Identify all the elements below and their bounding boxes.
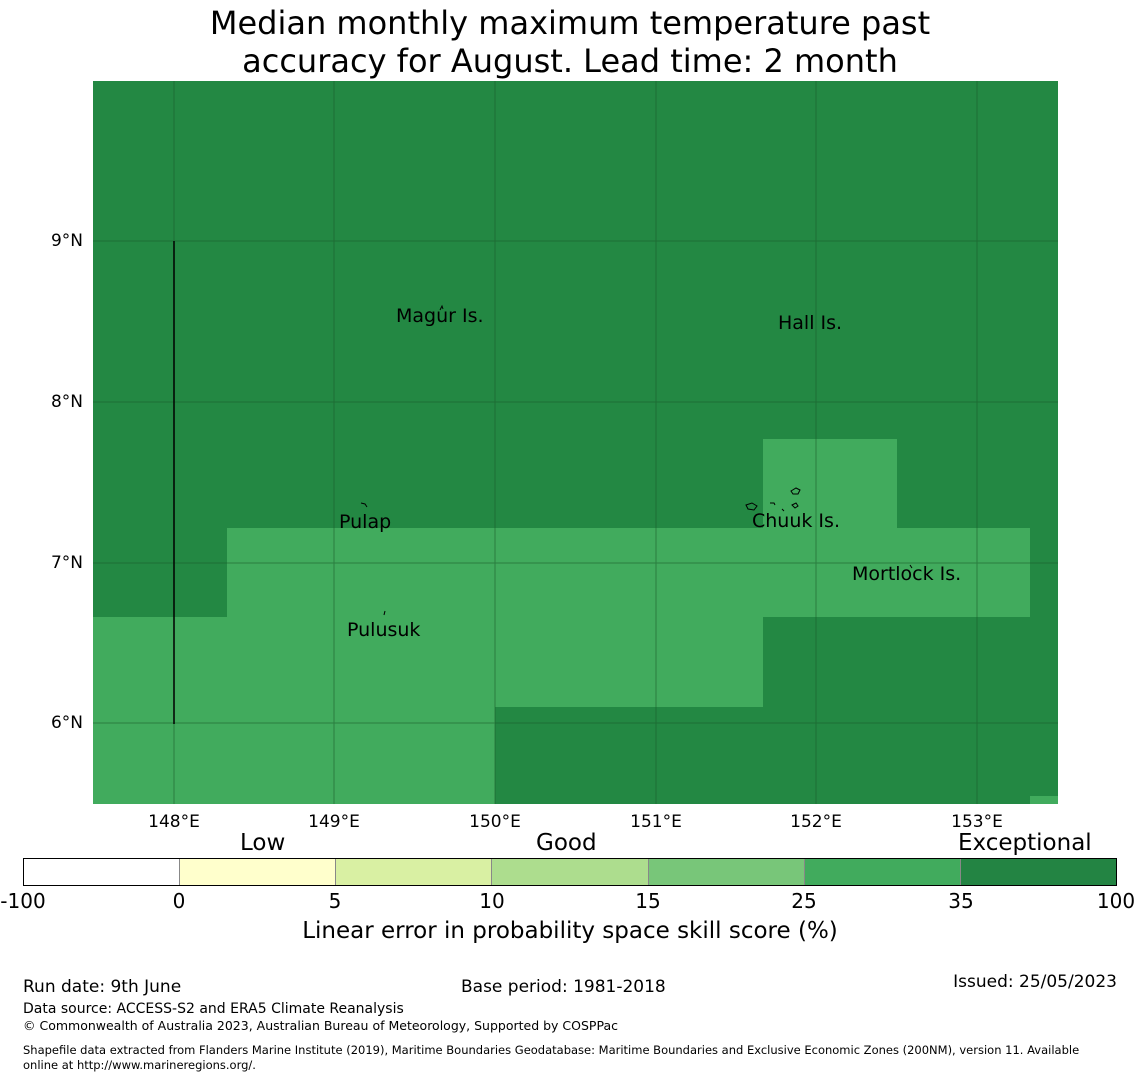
colorbar-segment-3	[336, 859, 493, 885]
lat-label-7n: 7°N	[50, 553, 83, 573]
chuuk-island-shape-4	[791, 502, 799, 509]
colorbar-tick-5: 5	[328, 889, 342, 913]
lon-label-148e: 148°E	[148, 812, 200, 832]
copyright-notice: © Commonwealth of Australia 2023, Austra…	[23, 1018, 618, 1033]
colorbar-tick-10: 10	[479, 889, 505, 913]
base-period: Base period: 1981-2018	[461, 977, 666, 997]
colorbar-segment-2	[180, 859, 337, 885]
colorbar-tick-100: 100	[1096, 889, 1136, 913]
colorbar-segment-7	[960, 859, 1116, 885]
map-title: Median monthly maximum temperature past …	[0, 4, 1140, 80]
place-label-magur: Magur Is.	[396, 305, 484, 327]
colorbar-segment-6	[804, 859, 961, 885]
lon-label-151e: 151°E	[630, 812, 682, 832]
colorbar-tick-15: 15	[635, 889, 661, 913]
mortlock-island-shape	[909, 564, 913, 569]
chuuk-island-shape-2	[790, 487, 801, 495]
lon-label-152e: 152°E	[790, 812, 842, 832]
data-source: Data source: ACCESS-S2 and ERA5 Climate …	[23, 1001, 404, 1017]
place-label-pulusuk: Pulusuk	[347, 619, 421, 641]
colorbar	[23, 858, 1117, 886]
legend-category-good: Good	[536, 830, 597, 856]
legend-category-exceptional: Exceptional	[958, 830, 1092, 856]
region-very-good-corner	[1030, 796, 1058, 804]
lat-label-9n: 9°N	[50, 231, 83, 251]
colorbar-segment-5	[648, 859, 805, 885]
colorbar-tick-35: 35	[948, 889, 974, 913]
skill-map-canvas	[93, 81, 1058, 804]
region-very-good-chuuk	[763, 439, 897, 529]
chuuk-island-shape-1	[745, 502, 758, 511]
chuuk-island-shape-3	[770, 502, 776, 506]
lon-label-153e: 153°E	[951, 812, 1003, 832]
legend-category-low: Low	[240, 830, 286, 856]
title-line-2: accuracy for August. Lead time: 2 month	[242, 42, 898, 80]
lon-label-149e: 149°E	[308, 812, 360, 832]
colorbar-tick-25: 25	[791, 889, 817, 913]
place-label-mortlock: Mortlock Is.	[852, 563, 962, 585]
lat-label-6n: 6°N	[50, 713, 83, 733]
run-date: Run date: 9th June	[23, 977, 182, 997]
region-very-good-central	[93, 528, 1030, 804]
colorbar-segment-4	[492, 859, 649, 885]
place-label-chuuk: Chuuk Is.	[752, 510, 840, 532]
colorbar-segment-1	[24, 859, 181, 885]
pulap-island-shape	[360, 502, 368, 508]
graticule	[93, 81, 1058, 804]
title-line-1: Median monthly maximum temperature past	[209, 4, 931, 42]
place-label-hall: Hall Is.	[778, 312, 843, 334]
colorbar-label: Linear error in probability space skill …	[302, 918, 838, 944]
shapefile-credit-line-1: Shapefile data extracted from Flanders M…	[23, 1043, 1080, 1057]
colorbar-tick-minus100: -100	[0, 889, 46, 913]
colorbar-tick-0: 0	[172, 889, 186, 913]
lat-label-8n: 8°N	[50, 392, 83, 412]
issued-date: Issued: 25/05/2023	[953, 972, 1117, 992]
pulusuk-island-shape	[383, 610, 386, 616]
skill-map	[93, 81, 1058, 804]
islands	[360, 304, 913, 616]
lon-label-150e: 150°E	[469, 812, 521, 832]
place-label-pulap: Pulap	[339, 511, 392, 533]
shapefile-credit-line-2: online at http://www.marineregions.org/.	[23, 1058, 256, 1072]
magur-island-shape	[439, 304, 444, 311]
chuuk-island-shape-5	[781, 508, 785, 512]
